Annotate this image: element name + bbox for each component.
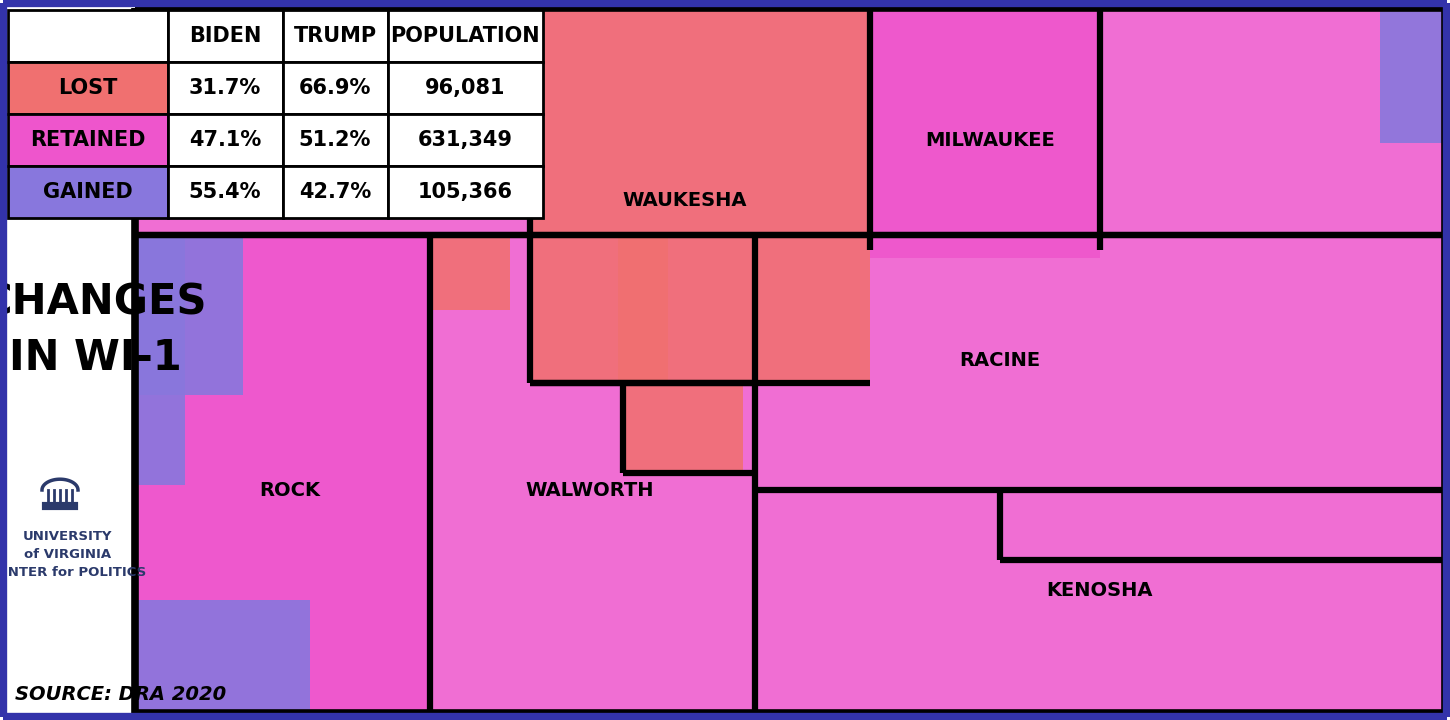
Bar	[135, 600, 310, 713]
Text: MILWAUKEE: MILWAUKEE	[925, 130, 1054, 150]
Text: 631,349: 631,349	[418, 130, 512, 150]
Text: 31.7%: 31.7%	[188, 78, 261, 98]
Bar	[283, 62, 389, 114]
Text: GAINED: GAINED	[44, 182, 133, 202]
Bar	[389, 62, 542, 114]
Text: 55.4%: 55.4%	[188, 182, 261, 202]
Text: RETAINED: RETAINED	[30, 130, 146, 150]
Bar	[618, 235, 668, 380]
Bar	[168, 166, 283, 218]
Text: KENOSHA: KENOSHA	[1047, 580, 1153, 600]
Text: CHANGES
IN WI-1: CHANGES IN WI-1	[0, 282, 207, 379]
Bar	[870, 8, 1101, 258]
Text: 51.2%: 51.2%	[299, 130, 371, 150]
Text: SOURCE: DRA 2020: SOURCE: DRA 2020	[14, 685, 226, 704]
Text: TRUMP: TRUMP	[293, 26, 377, 46]
Text: 47.1%: 47.1%	[188, 130, 261, 150]
Bar	[9, 62, 168, 114]
Bar	[283, 166, 389, 218]
Bar	[135, 235, 431, 713]
Text: 105,366: 105,366	[418, 182, 512, 202]
Bar	[389, 166, 542, 218]
Text: UNIVERSITY
of VIRGINIA
CENTER for POLITICS: UNIVERSITY of VIRGINIA CENTER for POLITI…	[0, 531, 146, 580]
Bar	[9, 10, 168, 62]
Bar	[1380, 8, 1446, 143]
Bar	[389, 10, 542, 62]
Text: 66.9%: 66.9%	[299, 78, 371, 98]
Text: POPULATION: POPULATION	[390, 26, 539, 46]
Bar	[431, 235, 510, 310]
Text: BIDEN: BIDEN	[188, 26, 261, 46]
Bar	[9, 166, 168, 218]
Bar	[168, 62, 283, 114]
Text: 42.7%: 42.7%	[299, 182, 371, 202]
Text: 96,081: 96,081	[425, 78, 505, 98]
Text: LOST: LOST	[58, 78, 117, 98]
Bar	[389, 114, 542, 166]
Bar	[135, 235, 244, 395]
Text: ROCK: ROCK	[260, 480, 320, 500]
Bar	[283, 114, 389, 166]
Text: RACINE: RACINE	[960, 351, 1041, 369]
Bar	[283, 10, 389, 62]
Bar	[624, 383, 742, 473]
Bar	[9, 114, 168, 166]
Text: WALWORTH: WALWORTH	[526, 480, 654, 500]
Bar	[135, 235, 186, 485]
Bar	[531, 8, 870, 383]
Bar	[168, 114, 283, 166]
Bar	[168, 10, 283, 62]
Text: WAUKESHA: WAUKESHA	[622, 191, 747, 210]
